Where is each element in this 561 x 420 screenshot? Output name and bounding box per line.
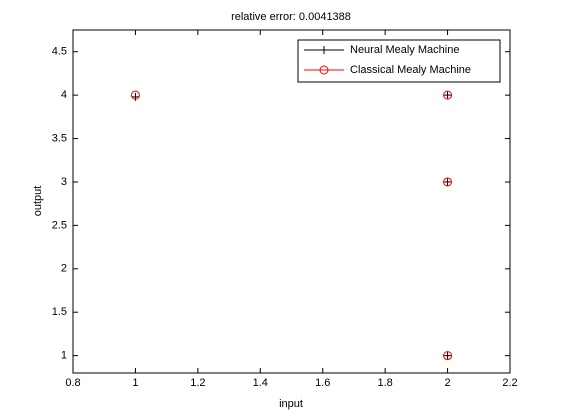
x-tick-label: 0.8 bbox=[65, 377, 80, 389]
circle-marker bbox=[443, 177, 453, 187]
y-tick-label: 4 bbox=[61, 89, 67, 101]
x-tick-label: 1.8 bbox=[377, 377, 392, 389]
x-tick-label: 1 bbox=[132, 377, 138, 389]
y-tick-label: 3.5 bbox=[52, 132, 67, 144]
legend-marker bbox=[319, 65, 329, 75]
chart-title: relative error: 0.0041388 bbox=[231, 11, 351, 23]
y-tick-label: 1.5 bbox=[52, 306, 67, 318]
y-tick-label: 1 bbox=[61, 350, 67, 362]
plus-marker bbox=[443, 91, 452, 100]
circle-marker bbox=[443, 90, 453, 100]
x-tick-label: 1.2 bbox=[190, 377, 205, 389]
circle-marker bbox=[443, 351, 453, 361]
x-tick-label: 2 bbox=[445, 377, 451, 389]
legend-box bbox=[297, 39, 501, 83]
plus-marker bbox=[443, 351, 452, 360]
plot-area bbox=[72, 29, 511, 374]
x-tick-label: 1.6 bbox=[315, 377, 330, 389]
y-tick-label: 2 bbox=[61, 263, 67, 275]
y-tick-label: 4.5 bbox=[52, 46, 67, 58]
legend-label: Classical Mealy Machine bbox=[350, 64, 471, 76]
plus-marker bbox=[443, 177, 452, 186]
x-axis-label: input bbox=[279, 398, 303, 410]
legend-label: Neural Mealy Machine bbox=[350, 44, 459, 56]
x-tick-label: 1.4 bbox=[253, 377, 268, 389]
y-axis-label: output bbox=[32, 186, 44, 217]
y-tick-label: 2.5 bbox=[52, 219, 67, 231]
circle-marker bbox=[130, 90, 140, 100]
x-tick-label: 2.2 bbox=[502, 377, 517, 389]
y-tick-label: 3 bbox=[61, 176, 67, 188]
